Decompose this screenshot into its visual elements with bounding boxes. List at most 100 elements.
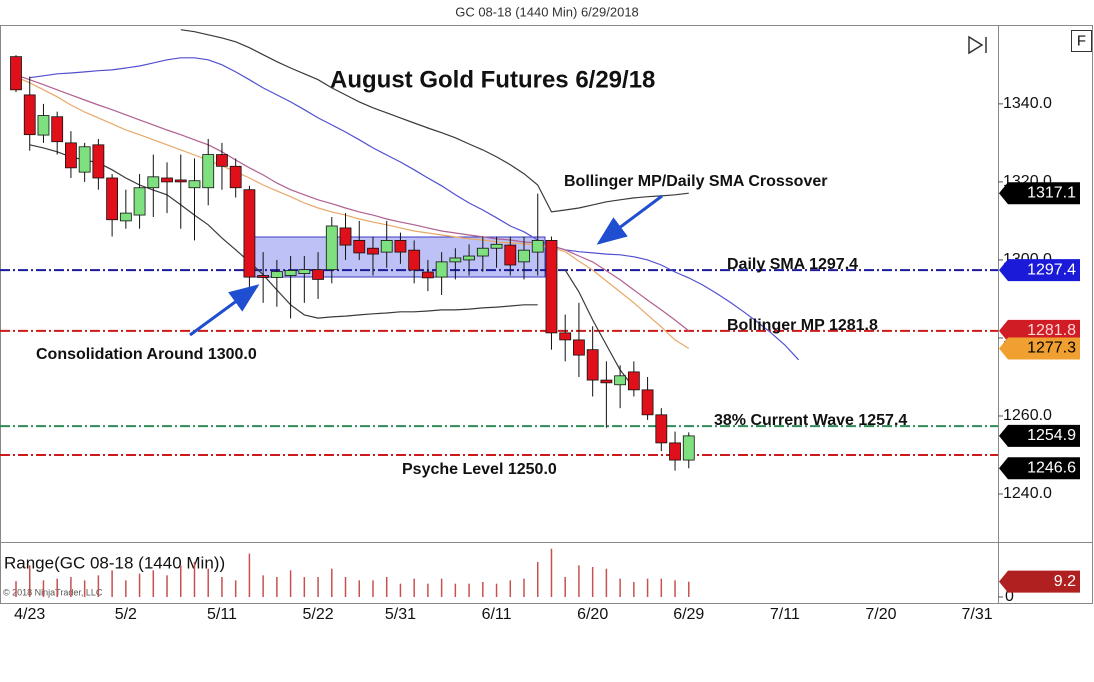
level-label: Daily SMA 1297.4 — [727, 256, 858, 273]
indicator-line — [180, 29, 689, 213]
x-tick-label: 6/20 — [577, 606, 608, 623]
price-marker-label: 1277.3 — [1027, 340, 1076, 357]
candle-body — [600, 379, 613, 384]
price-marker — [999, 337, 1080, 360]
candle-body — [257, 275, 270, 278]
levels — [0, 269, 998, 456]
chart-title: August Gold Futures 6/29/18 — [330, 66, 655, 93]
candle-body — [421, 271, 434, 279]
candle-body — [559, 332, 572, 341]
candle-body — [449, 257, 462, 263]
price-marker-label: 9.2 — [1054, 573, 1076, 590]
x-tick-label: 4/23 — [14, 606, 45, 623]
y-tick-label: 1240.0 — [1003, 485, 1052, 502]
price-marker — [999, 182, 1080, 205]
candle-body — [531, 240, 544, 253]
price-marker-label: 1246.6 — [1027, 459, 1076, 476]
level-label: 38% Current Wave 1257.4 — [714, 412, 907, 429]
candle-body — [161, 177, 173, 183]
x-tick-label: 5/22 — [302, 606, 333, 623]
arrow — [596, 194, 663, 245]
price-marker — [999, 259, 1080, 282]
candle-body — [174, 179, 187, 183]
candle-body — [627, 371, 640, 391]
annotation: Consolidation Around 1300.0 — [36, 346, 257, 363]
x-tick-label: 7/11 — [770, 606, 800, 623]
candle-body — [10, 56, 22, 91]
button-frame[interactable] — [1071, 30, 1092, 52]
level-label: Bollinger MP 1281.8 — [727, 317, 878, 334]
price-marker-label: 1297.4 — [1027, 261, 1076, 278]
candle-body — [106, 177, 119, 221]
candle-body — [119, 212, 132, 222]
x-tick-label: 6/11 — [482, 606, 512, 623]
price-marker-label: 1254.9 — [1027, 427, 1076, 444]
indicator-line — [15, 76, 690, 350]
candle-body — [380, 240, 393, 253]
indicator-line — [29, 144, 635, 389]
candle-body — [682, 435, 695, 461]
price-marker — [999, 457, 1080, 480]
candle-body — [78, 146, 91, 173]
x-tick-label: 5/2 — [115, 606, 137, 623]
x-tick-label: 5/31 — [385, 606, 416, 623]
candle-body — [243, 189, 256, 278]
candles — [10, 55, 695, 471]
window-title: GC 08-18 (1440 Min) 6/29/2018 — [455, 4, 639, 19]
candle-body — [504, 244, 517, 266]
candle-body — [188, 180, 201, 189]
candle-body — [573, 339, 585, 356]
candle-body — [394, 240, 407, 253]
candle-body — [641, 389, 654, 416]
button[interactable]: F — [1077, 32, 1086, 49]
copyright: © 2018 NinjaTrader, LLC — [3, 587, 103, 597]
indicator-line — [15, 74, 690, 332]
candle-body — [463, 255, 475, 261]
price-marker — [999, 319, 1080, 342]
price-marker-label: 1317.1 — [1027, 184, 1076, 201]
candle-body — [298, 269, 311, 274]
candle-body — [339, 227, 352, 246]
candle-body — [270, 271, 283, 278]
x-tick-label: 6/29 — [673, 606, 704, 623]
price-marker — [999, 570, 1080, 593]
candle-body — [353, 240, 366, 254]
candle-body — [51, 116, 64, 143]
annotation: Bollinger MP/Daily SMA Crossover — [564, 173, 827, 190]
candle-body — [367, 247, 379, 255]
candle-body — [216, 154, 228, 167]
candle-body — [65, 142, 77, 169]
candle-body — [408, 249, 421, 271]
candle-body — [669, 442, 681, 461]
range-title: Range(GC 08-18 (1440 Min)) — [4, 553, 225, 572]
candle-body — [147, 176, 160, 189]
indicators — [15, 29, 800, 389]
candle-body — [435, 261, 448, 278]
candle-body — [202, 154, 215, 189]
candle-body — [312, 269, 324, 280]
candle-body — [229, 165, 242, 189]
candle-body — [325, 225, 338, 271]
indicator-line — [29, 57, 800, 361]
candle-body — [23, 94, 36, 136]
candle-body — [655, 414, 668, 444]
candle-body — [518, 249, 530, 263]
range-y-tick-label: 0 — [1005, 588, 1014, 605]
arrow — [189, 284, 260, 337]
candle-body — [284, 270, 297, 276]
candle-body — [133, 187, 146, 216]
x-tick-label: 5/11 — [207, 606, 237, 623]
y-tick-label: 1260.0 — [1003, 407, 1052, 424]
scroll-end-icon[interactable] — [968, 35, 987, 55]
price-marker-label: 1281.8 — [1027, 322, 1076, 339]
candle-body — [614, 375, 627, 386]
y-tick-label: 1340.0 — [1003, 95, 1052, 112]
candle-body — [490, 243, 503, 249]
x-tick-label: 7/31 — [962, 606, 993, 623]
x-tick-label: 7/20 — [865, 606, 896, 623]
candle-body — [476, 247, 489, 257]
level-label: Psyche Level 1250.0 — [402, 461, 557, 478]
price-marker — [999, 424, 1080, 447]
